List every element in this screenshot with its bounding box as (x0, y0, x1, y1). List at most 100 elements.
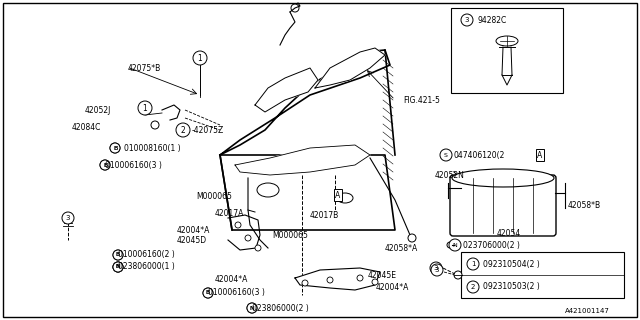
Circle shape (431, 264, 443, 276)
Text: 42058*B: 42058*B (568, 201, 601, 210)
Text: N: N (116, 265, 120, 269)
Ellipse shape (496, 36, 518, 46)
Circle shape (467, 258, 479, 270)
Text: 2: 2 (471, 284, 475, 290)
Ellipse shape (257, 183, 279, 197)
Text: B: B (206, 291, 210, 295)
Text: B: B (206, 291, 210, 295)
Circle shape (449, 239, 461, 251)
Polygon shape (220, 50, 390, 155)
Text: 023806000(1 ): 023806000(1 ) (118, 262, 175, 271)
Text: N: N (250, 306, 254, 310)
Text: 42017B: 42017B (310, 211, 339, 220)
Text: 42058*A: 42058*A (385, 244, 419, 252)
Text: A421001147: A421001147 (565, 308, 610, 314)
Text: N: N (116, 265, 120, 269)
Circle shape (302, 280, 308, 286)
Text: 42052N: 42052N (435, 171, 465, 180)
Circle shape (357, 275, 363, 281)
Circle shape (151, 121, 159, 129)
Text: -42075Z: -42075Z (192, 125, 224, 134)
Text: 023806000(2 ): 023806000(2 ) (252, 303, 308, 313)
Circle shape (203, 288, 213, 298)
Text: B: B (116, 265, 120, 269)
Polygon shape (235, 145, 370, 175)
Circle shape (408, 234, 416, 242)
Circle shape (203, 288, 213, 298)
Text: B: B (116, 252, 120, 258)
Circle shape (113, 262, 123, 272)
Text: M000065: M000065 (272, 230, 308, 239)
Circle shape (110, 143, 120, 153)
Polygon shape (255, 68, 318, 112)
Text: 42054: 42054 (497, 228, 521, 237)
Text: M000065: M000065 (196, 191, 232, 201)
Text: 42052J: 42052J (85, 106, 111, 115)
Circle shape (100, 160, 110, 170)
Circle shape (247, 303, 257, 313)
Text: 42084C: 42084C (72, 123, 101, 132)
Text: 1: 1 (471, 261, 476, 267)
Circle shape (467, 281, 479, 293)
Circle shape (113, 250, 123, 260)
Text: B: B (113, 146, 117, 150)
Text: S: S (444, 153, 448, 157)
Text: 42075*B: 42075*B (128, 63, 161, 73)
Text: 010006160(3 ): 010006160(3 ) (208, 289, 265, 298)
Text: 2: 2 (180, 125, 186, 134)
Circle shape (447, 242, 453, 248)
Circle shape (113, 262, 123, 272)
Bar (461, 252, 624, 298)
Ellipse shape (452, 169, 554, 187)
Circle shape (440, 149, 452, 161)
Text: 010006160(2 ): 010006160(2 ) (118, 251, 175, 260)
Circle shape (255, 245, 261, 251)
Ellipse shape (337, 193, 353, 203)
Text: 1: 1 (143, 103, 147, 113)
Circle shape (113, 250, 123, 260)
Text: 092310504(2 ): 092310504(2 ) (483, 260, 540, 268)
Circle shape (327, 277, 333, 283)
Bar (451, 8, 563, 93)
Circle shape (100, 160, 110, 170)
Circle shape (110, 143, 120, 153)
Circle shape (193, 51, 207, 65)
Text: B: B (103, 163, 107, 167)
Circle shape (138, 101, 152, 115)
Polygon shape (295, 268, 380, 290)
Text: 94282C: 94282C (477, 15, 506, 25)
Text: 42004*A: 42004*A (376, 284, 410, 292)
Text: B: B (103, 163, 107, 167)
Text: 3: 3 (435, 267, 439, 273)
Circle shape (247, 303, 257, 313)
Text: 42004*A: 42004*A (177, 226, 211, 235)
Text: 3: 3 (66, 215, 70, 221)
Polygon shape (220, 155, 395, 230)
Text: N: N (452, 243, 458, 247)
Text: 42045D: 42045D (177, 236, 207, 244)
Circle shape (430, 262, 442, 274)
Text: 42017A: 42017A (215, 209, 244, 218)
Text: N: N (250, 306, 254, 310)
Text: 092310503(2 ): 092310503(2 ) (483, 283, 540, 292)
Circle shape (176, 123, 190, 137)
Circle shape (454, 271, 462, 279)
Text: 3: 3 (434, 265, 438, 271)
Circle shape (235, 222, 241, 228)
Text: 1: 1 (198, 53, 202, 62)
Text: 42004*A: 42004*A (215, 276, 248, 284)
Text: FIG.421-5: FIG.421-5 (403, 95, 440, 105)
Text: A: A (538, 150, 543, 159)
Text: 3: 3 (465, 17, 469, 23)
Circle shape (245, 235, 251, 241)
Text: 010006160(3 ): 010006160(3 ) (105, 161, 162, 170)
FancyBboxPatch shape (450, 175, 556, 236)
Text: B: B (116, 252, 120, 258)
Circle shape (113, 262, 123, 272)
Text: 010008160(1 ): 010008160(1 ) (124, 143, 180, 153)
Text: A: A (335, 190, 340, 199)
Text: B: B (113, 146, 117, 150)
Ellipse shape (64, 215, 72, 220)
Circle shape (372, 279, 378, 285)
Text: 42045E: 42045E (368, 270, 397, 279)
